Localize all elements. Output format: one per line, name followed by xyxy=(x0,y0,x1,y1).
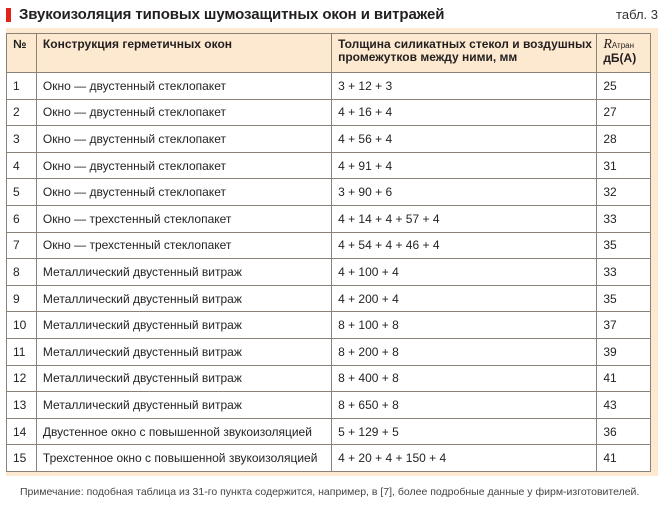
table-row: 14 Двустенное окно с повышенной звукоизол… xyxy=(6,417,651,446)
table-title-bar: Звукоизоляция типовых шумозащитных окон … xyxy=(6,5,658,25)
table-row: 2 Окно — двустенный стеклопакет 4 + 16 + 4… xyxy=(6,98,651,127)
cell-r: 25 xyxy=(596,72,651,100)
cell-construction: Металлический двустенный витраж xyxy=(35,364,333,393)
cell-num: 4 xyxy=(6,151,37,180)
cell-thickness: 4 + 54 + 4 + 46 + 4 xyxy=(331,231,598,260)
cell-thickness: 4 + 20 + 4 + 150 + 4 xyxy=(331,444,598,472)
cell-thickness: 8 + 400 + 8 xyxy=(331,364,598,393)
cell-construction: Металлический двустенный витраж xyxy=(35,391,333,419)
cell-r: 32 xyxy=(596,178,651,206)
cell-num: 5 xyxy=(6,178,37,206)
table-row: 3 Окно — двустенный стеклопакет 4 + 56 + 4… xyxy=(6,125,651,153)
table-header-row: № Конструкция герметичных окон Толщина с… xyxy=(6,33,651,73)
cell-r: 28 xyxy=(596,125,651,153)
cell-construction: Окно — трехстенный стеклопакет xyxy=(35,231,333,260)
cell-thickness: 8 + 200 + 8 xyxy=(331,337,598,366)
table-row: 6 Окно — трехстенный стеклопакет 4 + 14 + … xyxy=(6,204,651,233)
cell-construction: Окно — двустенный стеклопакет xyxy=(35,125,333,153)
cell-thickness: 4 + 100 + 4 xyxy=(331,258,598,286)
table-row: 9 Металлический двустенный витраж 4 + 200 … xyxy=(6,284,651,313)
cell-r: 36 xyxy=(596,417,651,446)
column-header-num: № xyxy=(6,33,37,73)
cell-r: 41 xyxy=(596,444,651,472)
red-marker-icon xyxy=(6,8,11,22)
cell-thickness: 5 + 129 + 5 xyxy=(331,417,598,446)
cell-r: 33 xyxy=(596,258,651,286)
table-row: 1 Окно — двустенный стеклопакет 3 + 12 + 3… xyxy=(6,72,651,100)
r-unit: дБ(А) xyxy=(603,51,637,65)
cell-num: 12 xyxy=(6,364,37,393)
table-row: 4 Окно — двустенный стеклопакет 4 + 91 + 4… xyxy=(6,151,651,180)
r-subscript: Атран xyxy=(611,41,635,50)
page-title: Звукоизоляция типовых шумозащитных окон … xyxy=(19,6,445,23)
cell-num: 13 xyxy=(6,391,37,419)
cell-thickness: 3 + 12 + 3 xyxy=(331,72,598,100)
cell-r: 35 xyxy=(596,284,651,313)
cell-thickness: 8 + 100 + 8 xyxy=(331,311,598,339)
cell-num: 9 xyxy=(6,284,37,313)
cell-r: 37 xyxy=(596,311,651,339)
cell-thickness: 4 + 56 + 4 xyxy=(331,125,598,153)
cell-construction: Металлический двустенный витраж xyxy=(35,258,333,286)
cell-construction: Окно — двустенный стеклопакет xyxy=(35,98,333,127)
table-row: 15 Трехстенное окно с повышенной звукоизо… xyxy=(6,444,651,472)
data-table: № Конструкция герметичных окон Толщина с… xyxy=(6,33,651,472)
cell-r: 31 xyxy=(596,151,651,180)
cell-r: 41 xyxy=(596,364,651,393)
cell-construction: Металлический двустенный витраж xyxy=(35,337,333,366)
column-header-thickness: Толщина силикатных стекол и воздушных пр… xyxy=(331,33,598,73)
cell-construction: Металлический двустенный витраж xyxy=(35,284,333,313)
table-row: 11 Металлический двустенный витраж 8 + 200… xyxy=(6,337,651,366)
cell-r: 43 xyxy=(596,391,651,419)
cell-num: 2 xyxy=(6,98,37,127)
cell-construction: Трехстенное окно с повышенной звукоизоля… xyxy=(35,444,333,472)
cell-num: 10 xyxy=(6,311,37,339)
cell-r: 33 xyxy=(596,204,651,233)
column-header-r: RАтран дБ(А) xyxy=(596,33,651,73)
cell-construction: Окно — трехстенный стеклопакет xyxy=(35,204,333,233)
cell-thickness: 4 + 91 + 4 xyxy=(331,151,598,180)
cell-construction: Окно — двустенный стеклопакет xyxy=(35,151,333,180)
cell-r: 35 xyxy=(596,231,651,260)
cell-construction: Металлический двустенный витраж xyxy=(35,311,333,339)
cell-thickness: 4 + 200 + 4 xyxy=(331,284,598,313)
cell-num: 11 xyxy=(6,337,37,366)
cell-num: 3 xyxy=(6,125,37,153)
cell-num: 8 xyxy=(6,258,37,286)
cell-thickness: 3 + 90 + 6 xyxy=(331,178,598,206)
table-row: 12 Металлический двустенный витраж 8 + 400… xyxy=(6,364,651,393)
table-row: 8 Металлический двустенный витраж 4 + 100 … xyxy=(6,258,651,286)
cell-construction: Окно — двустенный стеклопакет xyxy=(35,178,333,206)
table-row: 7 Окно — трехстенный стеклопакет 4 + 54 + … xyxy=(6,231,651,260)
r-symbol: R xyxy=(603,37,612,52)
cell-num: 14 xyxy=(6,417,37,446)
cell-thickness: 4 + 16 + 4 xyxy=(331,98,598,127)
cell-num: 1 xyxy=(6,72,37,100)
cell-construction: Окно — двустенный стеклопакет xyxy=(35,72,333,100)
cell-thickness: 4 + 14 + 4 + 57 + 4 xyxy=(331,204,598,233)
cell-num: 6 xyxy=(6,204,37,233)
table-row: 13 Металлический двустенный витраж 8 + 650… xyxy=(6,391,651,419)
cell-num: 7 xyxy=(6,231,37,260)
cell-r: 27 xyxy=(596,98,651,127)
table-row: 10 Металлический двустенный витраж 8 + 100… xyxy=(6,311,651,339)
table-number: табл. 3 xyxy=(616,7,658,22)
table-footnote: Примечание: подобная таблица из 31-го пу… xyxy=(20,486,640,498)
cell-num: 15 xyxy=(6,444,37,472)
table-row: 5 Окно — двустенный стеклопакет 3 + 90 + 6… xyxy=(6,178,651,206)
cell-thickness: 8 + 650 + 8 xyxy=(331,391,598,419)
cell-r: 39 xyxy=(596,337,651,366)
column-header-construction: Конструкция герметичных окон xyxy=(35,33,333,73)
cell-construction: Двустенное окно с повышенной звукоизоляц… xyxy=(35,417,333,446)
